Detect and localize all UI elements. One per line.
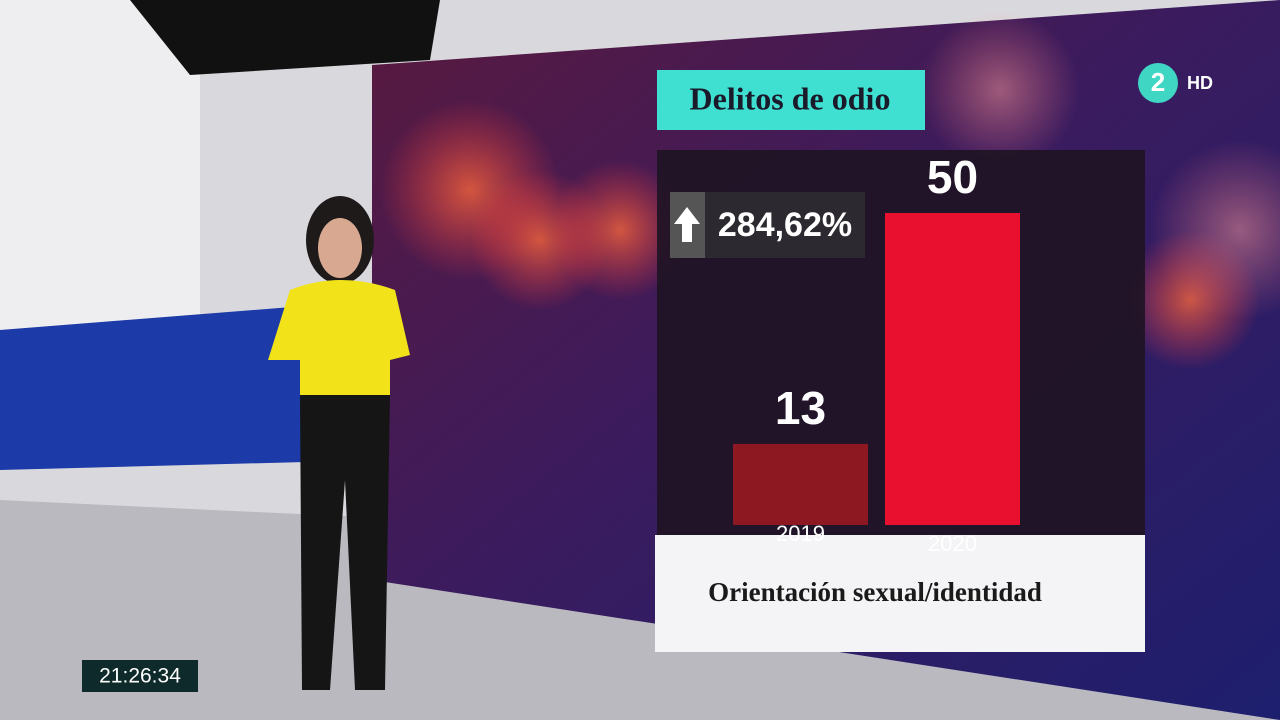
panel [0, 0, 200, 400]
bokeh [550, 160, 690, 300]
annotation: 284,62% [718, 206, 852, 244]
clock: 21:26:34 [99, 665, 181, 688]
subtitle: Orientación sexual/identidad [708, 577, 1042, 607]
x-tick-label: 2019 [776, 521, 825, 546]
bar [885, 213, 1020, 525]
bar [733, 443, 868, 525]
channel: 2 [1151, 67, 1165, 97]
presenter [268, 196, 410, 690]
value-label: 50 [927, 151, 978, 203]
x-tick-label: 2020 [928, 531, 977, 556]
bokeh [920, 10, 1080, 170]
chart-title: Delitos de odio [690, 80, 891, 116]
clock-box [82, 660, 198, 692]
bars: 13 2019 50 2020 [733, 151, 1020, 556]
title-box [657, 70, 925, 130]
channel-badge [1138, 63, 1178, 103]
ceiling [130, 0, 440, 75]
bokeh [1150, 140, 1280, 320]
up-arrow [674, 207, 700, 242]
quality: HD [1187, 73, 1213, 93]
value-label: 13 [775, 382, 826, 434]
subtitle-band [655, 535, 1145, 652]
